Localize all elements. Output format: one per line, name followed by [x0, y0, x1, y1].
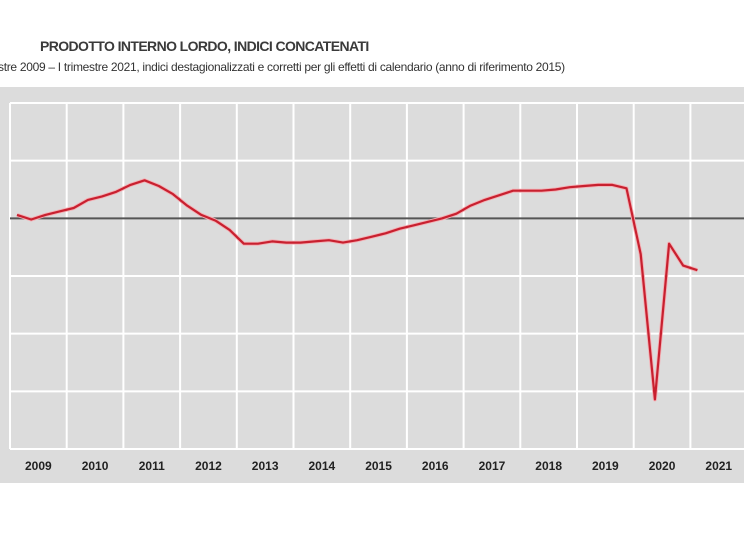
- x-tick-label: 2013: [252, 459, 279, 473]
- x-tick-label: 2018: [535, 459, 562, 473]
- x-tick-label: 2010: [82, 459, 109, 473]
- series-layer: [16, 178, 699, 402]
- x-tick-label: 2017: [479, 459, 506, 473]
- x-tick-label: 2016: [422, 459, 449, 473]
- chart-subtitle: stre 2009 – I trimestre 2021, indici des…: [0, 60, 565, 74]
- gridlines: [9, 102, 744, 450]
- chart-background: [0, 87, 744, 483]
- x-tick-label: 2012: [195, 459, 222, 473]
- x-tick-label: 2009: [25, 459, 52, 473]
- x-tick-label: 2021: [705, 459, 732, 473]
- chart-title: PRODOTTO INTERNO LORDO, INDICI CONCATENA…: [40, 38, 369, 54]
- x-tick-label: 2015: [365, 459, 392, 473]
- x-tick-label: 2019: [592, 459, 619, 473]
- x-tick-label: 2020: [649, 459, 676, 473]
- x-tick-label: 2011: [139, 459, 165, 473]
- x-tick-label: 2014: [308, 459, 335, 473]
- x-axis-ticks: 2009 2010 2011 2012 2013 2014 2015 2016 2017 2018…: [25, 459, 732, 473]
